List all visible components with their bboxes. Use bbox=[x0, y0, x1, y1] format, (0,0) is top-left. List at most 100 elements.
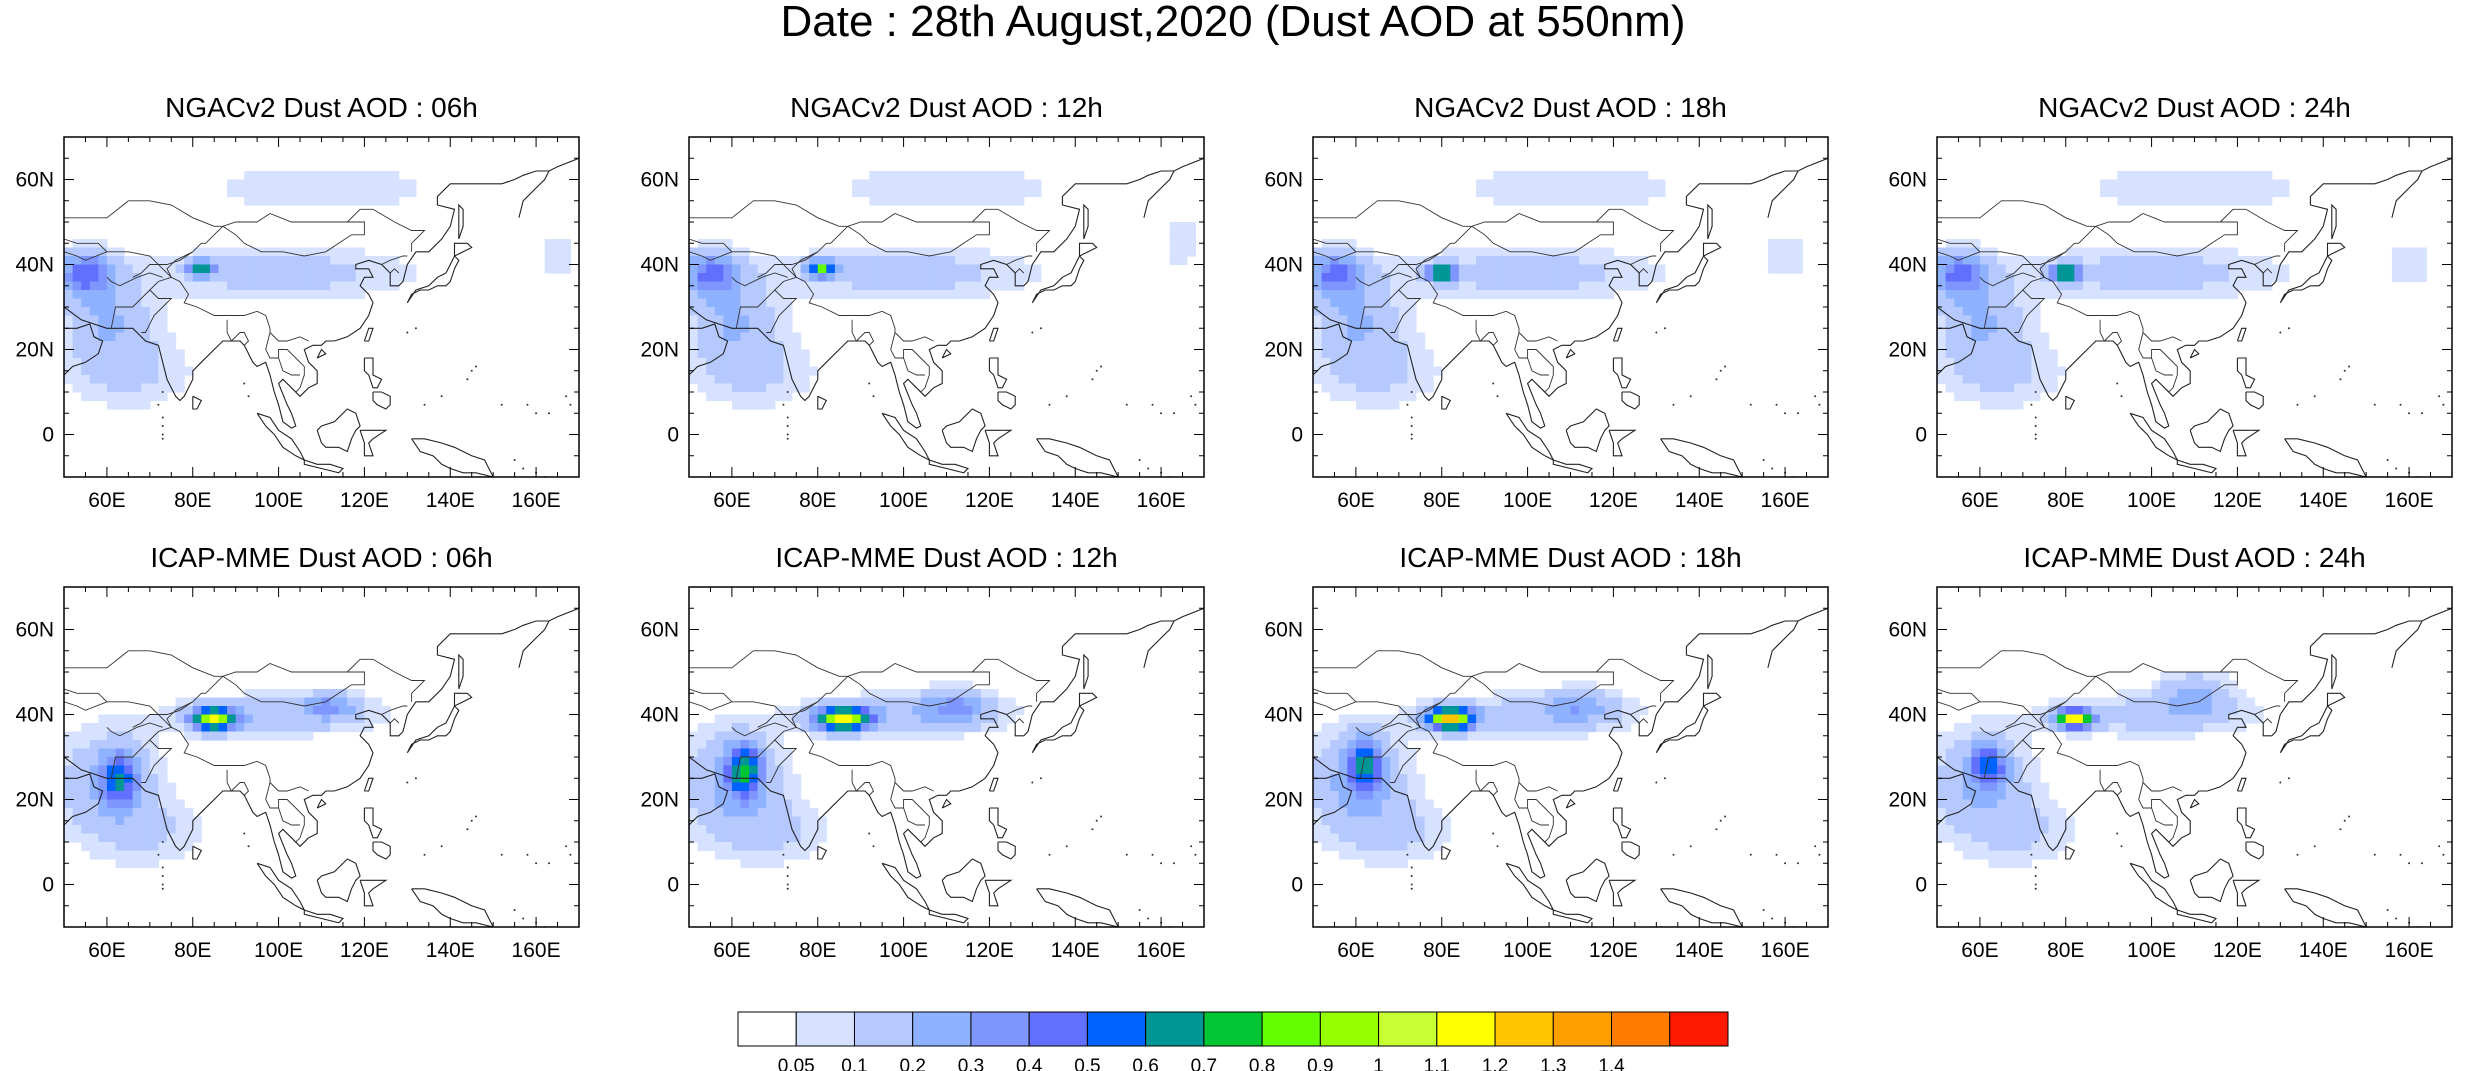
aod-cell bbox=[714, 731, 724, 741]
aod-cell bbox=[998, 179, 1008, 189]
aod-cell bbox=[338, 697, 348, 707]
aod-cell bbox=[972, 706, 982, 716]
aod-cell bbox=[158, 341, 168, 351]
aod-cell bbox=[2048, 281, 2058, 291]
x-tick-label: 140E bbox=[426, 489, 475, 512]
aod-cell bbox=[1424, 697, 1434, 707]
aod-cell bbox=[149, 332, 160, 342]
island bbox=[2034, 437, 2037, 440]
island bbox=[500, 853, 503, 856]
aod-cell bbox=[167, 842, 177, 852]
aod-cell bbox=[1587, 188, 1597, 198]
x-tick-label: 100E bbox=[2127, 939, 2176, 962]
country-border bbox=[2254, 705, 2281, 715]
aod-cell bbox=[235, 281, 245, 291]
aod-cell bbox=[706, 765, 716, 775]
aod-cell bbox=[1338, 290, 1348, 300]
aod-cell bbox=[2203, 714, 2213, 724]
aod-cell bbox=[972, 723, 982, 733]
aod-cell bbox=[167, 349, 177, 359]
aod-cell bbox=[1561, 723, 1572, 733]
aod-cell bbox=[1381, 400, 1391, 410]
aod-cell bbox=[723, 264, 733, 274]
aod-cell bbox=[706, 273, 716, 283]
aod-cell bbox=[955, 247, 965, 257]
aod-cell bbox=[689, 256, 699, 266]
aod-cell bbox=[955, 680, 965, 690]
aod-cell bbox=[2022, 349, 2033, 359]
aod-cell bbox=[1785, 256, 1795, 266]
aod-cell bbox=[714, 774, 724, 784]
country-border bbox=[1471, 671, 1614, 707]
aod-cell bbox=[1390, 723, 1400, 733]
aod-cell bbox=[1390, 842, 1400, 852]
aod-cell bbox=[2203, 290, 2213, 300]
island bbox=[2438, 395, 2441, 398]
aod-cell bbox=[2271, 264, 2281, 274]
aod-cell bbox=[2280, 273, 2290, 283]
aod-cell bbox=[184, 281, 194, 291]
aod-cell bbox=[72, 782, 82, 792]
aod-cell bbox=[2203, 264, 2213, 274]
aod-cell bbox=[1407, 816, 1417, 826]
aod-cell bbox=[714, 341, 724, 351]
aod-cell bbox=[2091, 697, 2101, 707]
aod-cell bbox=[1416, 290, 1426, 300]
aod-cell bbox=[1313, 740, 1323, 750]
aod-cell bbox=[1398, 791, 1409, 801]
aod-cell bbox=[175, 825, 185, 835]
aod-cell bbox=[689, 808, 699, 818]
island bbox=[1771, 917, 1774, 920]
aod-cell bbox=[757, 850, 767, 860]
aod-cell bbox=[1544, 273, 1554, 283]
aod-cell bbox=[937, 281, 948, 291]
aod-cell bbox=[2065, 714, 2075, 724]
aod-cell bbox=[2185, 680, 2196, 690]
aod-cell bbox=[929, 247, 939, 257]
aod-cell bbox=[1381, 774, 1391, 784]
aod-cell bbox=[141, 782, 151, 792]
aod-cell bbox=[1937, 349, 1947, 359]
aod-cell bbox=[2168, 706, 2178, 716]
aod-cell bbox=[1954, 341, 1964, 351]
aod-cell bbox=[1997, 332, 2007, 342]
y-tick-label: 60N bbox=[1888, 169, 1927, 192]
aod-cell bbox=[2211, 672, 2221, 682]
aod-cell bbox=[800, 349, 810, 359]
aod-cell bbox=[886, 723, 896, 733]
aod-cell bbox=[1321, 341, 1331, 351]
aod-cell bbox=[1321, 816, 1331, 826]
aod-cell bbox=[1321, 731, 1331, 741]
aod-cell bbox=[1398, 833, 1409, 843]
aod-cell bbox=[774, 332, 785, 342]
aod-cell bbox=[1381, 765, 1391, 775]
aod-cell bbox=[149, 273, 160, 283]
aod-cell bbox=[1570, 689, 1580, 699]
aod-cell bbox=[2151, 281, 2161, 291]
aod-cell bbox=[141, 281, 151, 291]
coastline bbox=[2331, 653, 2337, 690]
aod-cell bbox=[2125, 256, 2136, 266]
aod-cell bbox=[766, 765, 776, 775]
aod-cell bbox=[860, 689, 870, 699]
aod-cell bbox=[723, 332, 733, 342]
aod-cell bbox=[2203, 706, 2213, 716]
island bbox=[1031, 781, 1034, 784]
aod-cell bbox=[852, 706, 862, 716]
aod-cell bbox=[697, 825, 707, 835]
aod-cell bbox=[809, 825, 819, 835]
aod-cell bbox=[287, 714, 297, 724]
y-tick-label: 0 bbox=[1291, 874, 1303, 897]
aod-cell bbox=[278, 273, 288, 283]
aod-cell bbox=[1553, 273, 1563, 283]
aod-cell bbox=[2040, 264, 2050, 274]
aod-cell bbox=[1364, 366, 1374, 376]
aod-cell bbox=[800, 290, 810, 300]
aod-cell bbox=[749, 757, 759, 767]
aod-cell bbox=[295, 697, 305, 707]
aod-cell bbox=[903, 256, 913, 266]
aod-cell bbox=[270, 290, 280, 300]
aod-cell bbox=[1776, 239, 1786, 249]
island bbox=[1663, 327, 1666, 330]
